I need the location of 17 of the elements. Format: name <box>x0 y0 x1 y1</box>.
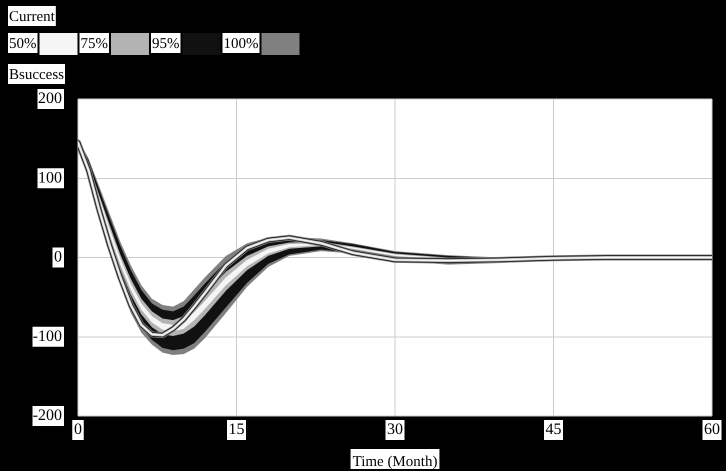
y-tick-label: 100 <box>38 169 62 186</box>
x-axis-title: Time (Month) <box>352 454 438 470</box>
y-tick-label: -100 <box>32 328 62 345</box>
x-tick-label: 15 <box>228 420 244 438</box>
y-tick-label: 200 <box>38 90 62 108</box>
x-tick-label: 45 <box>546 420 562 438</box>
x-tick-label: 0 <box>74 420 82 438</box>
legend-label: 95% <box>152 36 180 52</box>
y-tick-label: -200 <box>32 407 62 424</box>
legend-label: 50% <box>9 36 36 52</box>
y-tick-label: 0 <box>54 248 62 266</box>
x-tick-label: 60 <box>704 420 720 438</box>
x-tick-label: 30 <box>387 420 403 438</box>
legend-title: Current <box>9 8 56 25</box>
legend-label: 75% <box>80 36 108 52</box>
y-axis-title: Bsuccess <box>9 66 64 83</box>
legend-label: 100% <box>223 36 258 52</box>
